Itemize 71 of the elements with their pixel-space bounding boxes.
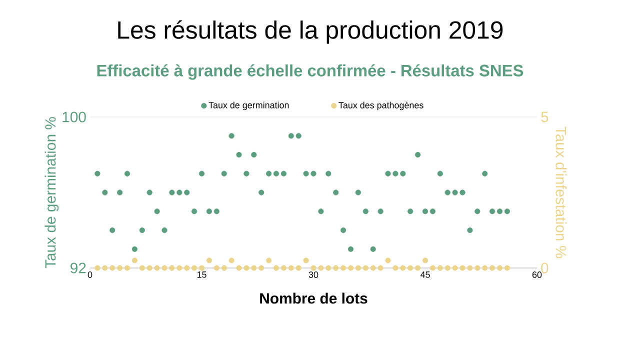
point [214, 208, 220, 214]
point [385, 170, 391, 176]
point [482, 170, 488, 176]
y-tick-label: 92 [70, 262, 86, 274]
point [162, 227, 168, 234]
point [288, 133, 294, 139]
point [415, 152, 421, 158]
y-axis-title: Taux de germination % [44, 117, 59, 268]
point [408, 208, 414, 214]
point [378, 208, 384, 214]
point [154, 208, 160, 214]
point [452, 190, 458, 196]
point [362, 208, 368, 214]
point [430, 208, 436, 214]
point [326, 170, 332, 176]
x-tick-label: 60 [532, 272, 542, 278]
point [258, 190, 264, 196]
point [318, 208, 324, 214]
point [437, 170, 443, 176]
point [392, 170, 398, 176]
x-tick-label: 45 [420, 272, 430, 278]
point [184, 190, 190, 196]
point [273, 170, 280, 176]
point [102, 190, 108, 196]
point [504, 208, 510, 214]
point [303, 170, 309, 176]
legend-label: Taux de germination [208, 102, 289, 110]
point [496, 208, 503, 214]
point [139, 227, 145, 234]
point [348, 246, 354, 252]
legend-label: Taux des pathogènes [338, 102, 424, 110]
point [117, 190, 123, 196]
point [460, 190, 466, 196]
point [474, 208, 480, 214]
x-tick-label: 15 [197, 272, 206, 278]
point [206, 208, 212, 214]
point [355, 190, 362, 196]
point [296, 133, 302, 139]
point [132, 246, 138, 252]
point [400, 170, 406, 176]
point [490, 208, 496, 214]
y-tick-label: 100 [62, 112, 86, 122]
x-tick-label: 30 [308, 272, 318, 278]
point [110, 227, 116, 234]
point [198, 170, 205, 176]
point [333, 190, 339, 196]
point [266, 170, 272, 176]
point [251, 152, 257, 158]
x-tick-label: 0 [88, 272, 92, 278]
point [169, 190, 175, 196]
point [467, 227, 473, 234]
point [221, 170, 227, 176]
point [176, 190, 182, 196]
point [244, 170, 250, 176]
point [280, 170, 287, 176]
chart-title: Les résultats de la production 2019 [118, 20, 503, 44]
point [444, 190, 450, 196]
point [422, 208, 428, 214]
chart-subtitle: Efficacité à grande échelle confirmée - Résultats SNES [97, 64, 524, 80]
y2-axis-title: Taux d'infestation % [556, 126, 567, 258]
point [94, 170, 100, 176]
point [236, 152, 242, 158]
y2-tick-label: 5 [541, 112, 548, 122]
point [146, 190, 152, 196]
point [310, 170, 316, 176]
point [192, 208, 198, 214]
point [340, 227, 346, 234]
point [370, 246, 376, 252]
x-axis-title: Nombre de lots [260, 292, 368, 304]
point [124, 170, 130, 176]
point [228, 133, 234, 139]
